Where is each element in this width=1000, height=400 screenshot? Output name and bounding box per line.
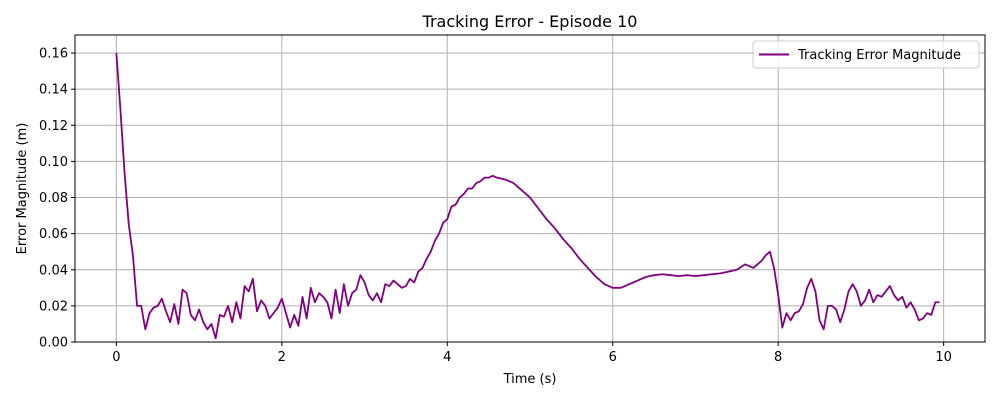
y-tick-label: 0.14 <box>39 83 68 98</box>
y-axis-label: Error Magnitude (m) <box>15 123 30 255</box>
y-tick-label: 0.02 <box>39 299 68 314</box>
y-tick-label: 0.04 <box>39 263 68 278</box>
chart-title: Tracking Error - Episode 10 <box>422 12 638 31</box>
x-axis-label: Time (s) <box>503 372 557 387</box>
y-axis: 0.00 0.02 0.04 0.06 0.08 0.10 0.12 0.14 0.16 <box>39 47 75 351</box>
y-tick-label: 0.16 <box>39 47 68 62</box>
legend-box <box>752 40 980 69</box>
x-tick-label: 6 <box>609 350 617 365</box>
x-tick-label: 10 <box>935 350 952 365</box>
y-tick-label: 0.06 <box>39 227 68 242</box>
x-tick-label: 4 <box>443 350 451 365</box>
x-axis: 0 2 4 6 8 10 <box>112 342 952 365</box>
series-line-tracking-error <box>115 52 940 340</box>
y-tick-label: 0.10 <box>39 155 68 170</box>
x-tick-label: 2 <box>278 350 286 365</box>
legend-label: Tracking Error Magnitude <box>797 48 961 63</box>
series-layer <box>115 52 940 340</box>
y-tick-label: 0.12 <box>39 119 68 134</box>
y-tick-label: 0.00 <box>39 336 68 351</box>
y-tick-label: 0.08 <box>39 191 68 206</box>
x-tick-label: 8 <box>774 350 782 365</box>
plot-frame <box>74 34 986 343</box>
legend: Tracking Error Magnitude <box>752 40 980 69</box>
x-tick-label: 0 <box>112 350 120 365</box>
